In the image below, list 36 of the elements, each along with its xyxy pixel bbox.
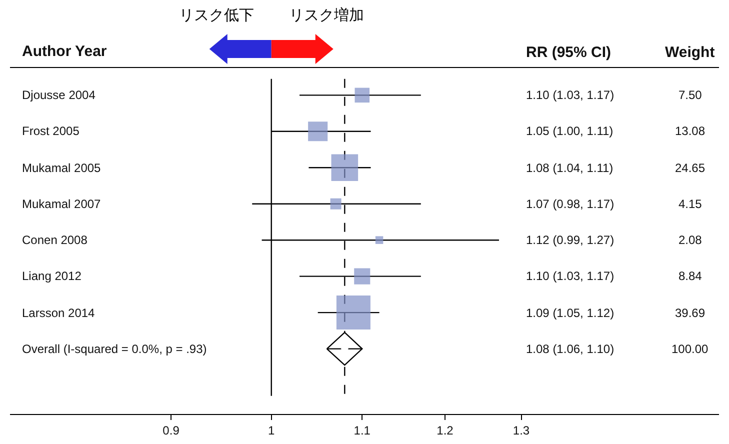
annotation: 1.10 (1.03, 1.17) — [526, 88, 614, 102]
y-tick-label: Overall (I-squared = 0.0%, p = .93) — [22, 342, 207, 356]
point — [354, 268, 370, 284]
annotation: 24.65 — [675, 160, 706, 175]
annotation: 2.08 — [678, 233, 702, 248]
annotation: 39.69 — [675, 306, 706, 320]
annotation: 7.50 — [678, 88, 702, 102]
annotation: 8.84 — [678, 269, 702, 284]
x-tick-label: 1.3 — [512, 424, 530, 438]
y-tick-label: Mukamal 2007 — [22, 197, 102, 211]
annotation: 1.12 (0.99, 1.27) — [526, 233, 614, 248]
x-tick-label: 0.9 — [162, 424, 180, 438]
text: Weight — [665, 44, 715, 62]
y-tick-label: Mukamal 2005 — [22, 161, 102, 175]
annotation: 100.00 — [672, 342, 708, 356]
x-tick-label: 1.2 — [436, 424, 454, 438]
annotation: 13.08 — [675, 124, 706, 138]
annotation: 4.15 — [678, 196, 702, 211]
text: リスク増加 — [288, 6, 364, 24]
text: リスク低下 — [178, 6, 254, 24]
point — [354, 88, 370, 103]
y-tick-label: Djousse 2004 — [22, 88, 96, 102]
annotation: 1.08 (1.06, 1.10) — [526, 342, 614, 356]
annotation: 1.07 (0.98, 1.17) — [526, 196, 614, 211]
annotation: 1.10 (1.03, 1.17) — [526, 269, 614, 284]
text: RR (95% CI) — [526, 44, 612, 62]
x-tick-label: 1.1 — [354, 424, 371, 438]
y-tick-label: Larsson 2014 — [22, 306, 96, 320]
annotation: 1.09 (1.05, 1.12) — [526, 306, 614, 320]
y-tick-label: Frost 2005 — [22, 124, 80, 138]
x-tick-label: 1 — [268, 424, 276, 438]
annotation: 1.08 (1.04, 1.11) — [526, 160, 614, 175]
text: Author Year — [22, 43, 107, 60]
y-tick-label: Conen 2008 — [22, 233, 88, 247]
y-tick-label: Liang 2012 — [22, 269, 82, 283]
annotation: 1.05 (1.00, 1.11) — [526, 124, 614, 138]
